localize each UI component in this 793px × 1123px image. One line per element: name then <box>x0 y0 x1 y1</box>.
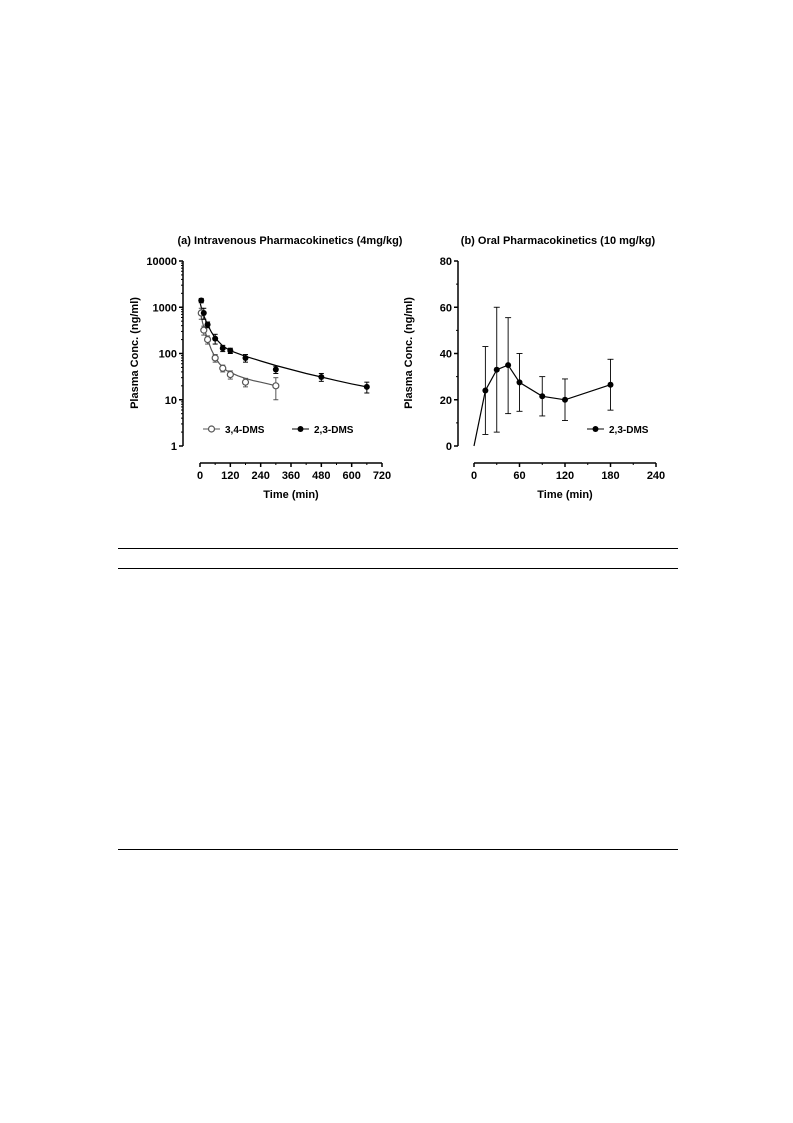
panel-b-series-line <box>473 364 611 447</box>
data-point-2-3-dms-oral <box>607 381 614 388</box>
panel-a-x-tick-label: 240 <box>251 470 269 482</box>
legend-label-3-4-dms: 3,4-DMS <box>225 425 265 436</box>
panel-a-x-tick-label: 720 <box>373 470 391 482</box>
panel-a-data-marks <box>197 297 370 401</box>
data-point-3-4-dms <box>211 354 219 362</box>
panel-b-x-tick-label: 180 <box>601 470 619 482</box>
legend-swatch-marker-3-4-dms <box>207 425 216 433</box>
panel-a-y-tick-label: 100 <box>159 349 177 361</box>
panel-b-y-tick-label: 40 <box>440 349 452 361</box>
legend-item-2-3-dms: 2,3-DMS <box>292 425 354 436</box>
legend-label-2-3-dms: 2,3-DMS <box>314 425 354 436</box>
panel-a-fit-lines <box>199 303 367 388</box>
panel-a-axes: 1 10 100 1000 10000 0 120 240 360 480 600 720 <box>146 256 391 482</box>
fit-line-3-4-dms <box>199 309 276 387</box>
data-point-2-3-dms-oral <box>482 387 489 394</box>
fit-line-2-3-dms <box>199 303 367 388</box>
data-point-2-3-dms-oral <box>505 362 512 369</box>
panel-b-data-marks <box>482 306 614 435</box>
panel-b-x-tick-label: 60 <box>513 470 525 482</box>
legend-swatch-marker-2-3-dms-oral <box>592 426 599 432</box>
table-bottom-rule <box>118 849 678 850</box>
data-point-3-4-dms <box>219 364 227 372</box>
data-point-2-3-dms <box>272 366 279 373</box>
panel-b-x-axis-label: Time (min) <box>537 489 593 501</box>
data-point-2-3-dms <box>227 347 234 354</box>
panel-a-y-tick-label: 10 <box>165 395 177 407</box>
panel-a-x-tick-label: 600 <box>342 470 360 482</box>
panel-a-y-tick-label: 1000 <box>153 302 177 314</box>
panel-a-y-tick-label: 10000 <box>146 256 177 268</box>
data-point-2-3-dms <box>204 321 211 328</box>
data-point-2-3-dms <box>212 335 219 342</box>
panel-a-title: (a) Intravenous Pharmacokinetics (4mg/kg… <box>178 235 403 247</box>
data-point-2-3-dms-oral <box>562 396 568 403</box>
series-line-2-3-dms-oral <box>473 364 611 447</box>
table-top-rule <box>118 548 678 549</box>
legend-swatch-marker-2-3-dms <box>297 426 304 432</box>
panel-b-x-tick-label: 0 <box>471 470 477 482</box>
panel-b-y-axis-label: Plasma Conc. (ng/ml) <box>403 297 415 409</box>
panel-b-legend: 2,3-DMS <box>587 425 649 436</box>
data-point-2-3-dms-oral <box>539 393 546 400</box>
data-point-2-3-dms <box>200 310 207 317</box>
table-header-rule <box>118 568 678 569</box>
legend-label-2-3-dms-oral: 2,3-DMS <box>609 425 649 436</box>
panel-a-x-axis-label: Time (min) <box>263 489 319 501</box>
data-point-3-4-dms <box>203 335 212 344</box>
data-point-2-3-dms <box>242 354 249 361</box>
data-point-2-3-dms-oral <box>516 379 523 386</box>
panel-b-oral-chart: (b) Oral Pharmacokinetics (10 mg/kg) 0 20… <box>403 235 665 501</box>
data-point-2-3-dms <box>363 383 370 390</box>
data-point-2-3-dms-oral <box>493 366 500 373</box>
data-point-2-3-dms <box>318 374 325 381</box>
panel-b-x-tick-label: 240 <box>647 470 665 482</box>
data-point-3-4-dms <box>226 370 234 379</box>
panel-a-iv-chart: (a) Intravenous Pharmacokinetics (4mg/kg… <box>129 235 403 501</box>
data-point-2-3-dms <box>219 345 226 352</box>
data-point-3-4-dms <box>200 326 208 334</box>
panel-b-y-tick-label: 80 <box>440 256 452 268</box>
data-point-3-4-dms <box>272 382 280 390</box>
panel-a-y-axis-label: Plasma Conc. (ng/ml) <box>129 297 141 409</box>
panel-b-y-tick-label: 0 <box>446 441 452 453</box>
panel-b-x-tick-label: 120 <box>556 470 574 482</box>
data-point-3-4-dms <box>241 378 250 386</box>
panel-a-x-tick-label: 120 <box>221 470 239 482</box>
panel-a-y-tick-label: 1 <box>171 441 177 453</box>
panel-b-axes: 0 20 40 60 80 0 60 120 180 240 <box>440 256 665 482</box>
data-point-2-3-dms <box>198 297 205 304</box>
panel-a-x-tick-label: 360 <box>282 470 300 482</box>
panel-a-x-tick-label: 0 <box>197 470 203 482</box>
panel-a-legend: 3,4-DMS 2,3-DMS <box>203 425 354 436</box>
legend-item-3-4-dms: 3,4-DMS <box>203 425 265 436</box>
panel-a-x-tick-label: 480 <box>312 470 330 482</box>
panel-b-title: (b) Oral Pharmacokinetics (10 mg/kg) <box>461 235 656 247</box>
panel-b-y-tick-label: 20 <box>440 395 452 407</box>
panel-b-y-tick-label: 60 <box>440 302 452 314</box>
